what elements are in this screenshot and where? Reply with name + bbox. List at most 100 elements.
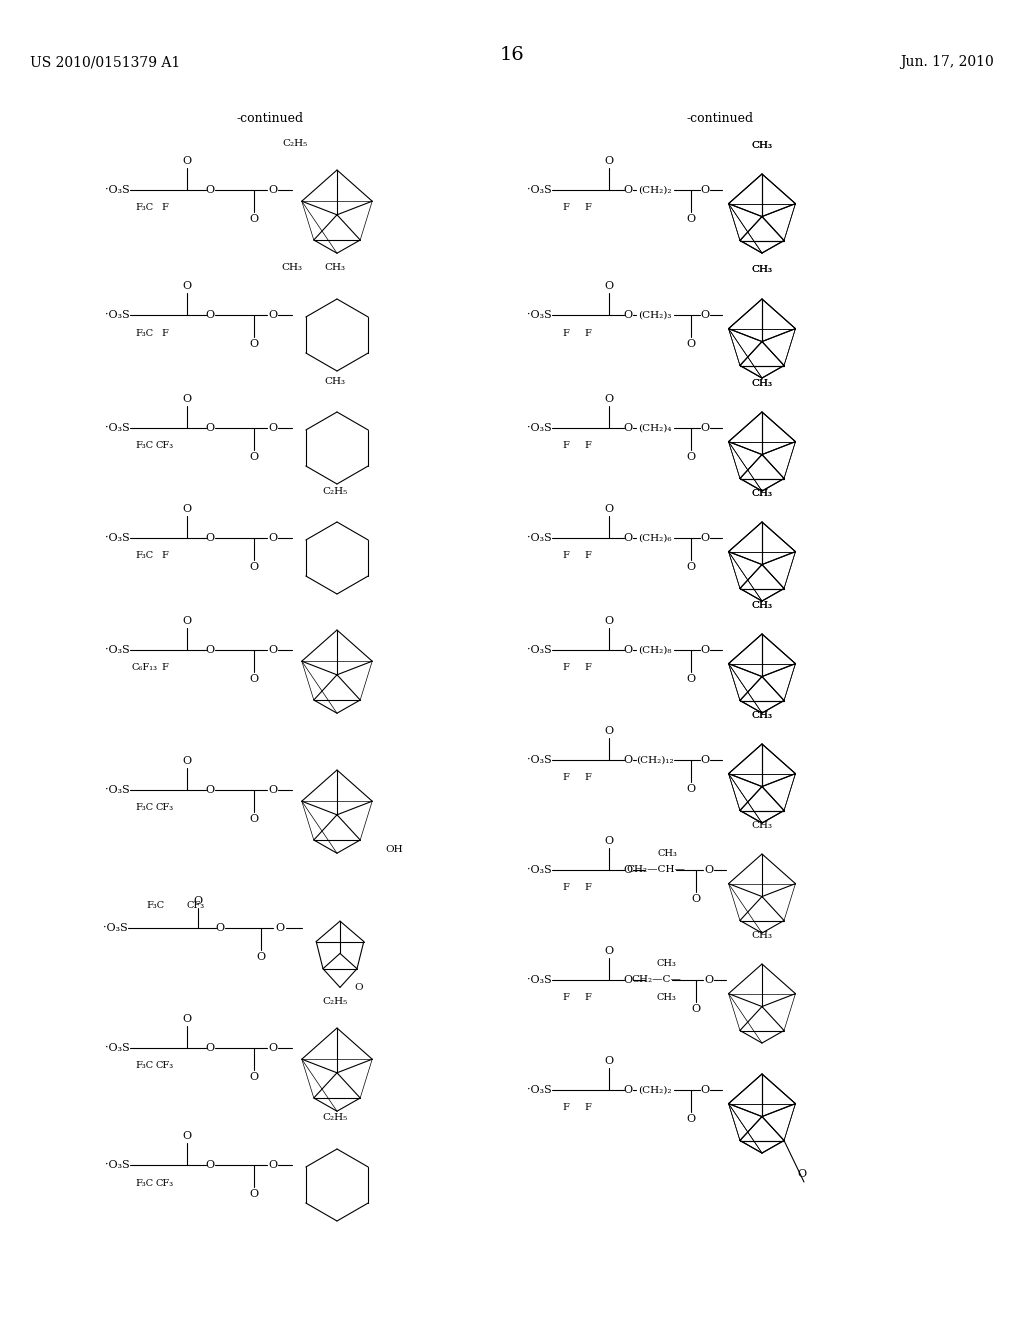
Text: O: O <box>268 645 278 655</box>
Text: CH₂—CH—: CH₂—CH— <box>627 866 685 874</box>
Text: CH₃: CH₃ <box>752 265 772 275</box>
Text: O: O <box>604 946 613 956</box>
Text: CH₃: CH₃ <box>752 488 772 498</box>
Text: ·O₃S: ·O₃S <box>105 310 130 319</box>
Text: O: O <box>700 533 710 543</box>
Text: O: O <box>686 214 695 224</box>
Text: C₂H₅: C₂H₅ <box>323 487 347 495</box>
Text: O: O <box>700 755 710 766</box>
Text: F₃C: F₃C <box>135 1061 153 1071</box>
Text: O: O <box>354 983 362 991</box>
Text: ·O₃S: ·O₃S <box>103 923 128 933</box>
Text: C₂H₅: C₂H₅ <box>283 139 307 148</box>
Text: CH₃: CH₃ <box>325 264 345 272</box>
Text: F: F <box>585 664 592 672</box>
Text: O: O <box>250 814 259 824</box>
Text: O: O <box>604 616 613 626</box>
Text: F: F <box>585 329 592 338</box>
Text: O: O <box>700 310 710 319</box>
Text: O: O <box>250 1189 259 1199</box>
Text: O: O <box>686 784 695 795</box>
Text: O: O <box>182 504 191 513</box>
Text: O: O <box>256 952 265 962</box>
Text: F₃C: F₃C <box>135 329 153 338</box>
Text: O: O <box>182 156 191 166</box>
Text: F: F <box>562 203 569 213</box>
Text: O: O <box>206 185 215 195</box>
Text: F₃C: F₃C <box>146 902 164 911</box>
Text: CH₃: CH₃ <box>752 140 772 149</box>
Text: O: O <box>250 1072 259 1082</box>
Text: F₃C: F₃C <box>135 552 153 561</box>
Text: CH₃: CH₃ <box>752 601 772 610</box>
Text: O: O <box>604 156 613 166</box>
Text: O: O <box>268 185 278 195</box>
Text: O: O <box>604 393 613 404</box>
Text: ·O₃S: ·O₃S <box>105 533 130 543</box>
Text: CH₃: CH₃ <box>752 265 772 275</box>
Text: OH: OH <box>385 846 402 854</box>
Text: O: O <box>705 975 714 985</box>
Text: -continued: -continued <box>686 111 754 124</box>
Text: O: O <box>624 1085 633 1096</box>
Text: F: F <box>585 994 592 1002</box>
Text: F: F <box>585 441 592 450</box>
Text: CF₃: CF₃ <box>187 902 205 911</box>
Text: O: O <box>604 281 613 290</box>
Text: (CH₂)₂: (CH₂)₂ <box>638 1085 672 1094</box>
Text: F₃C: F₃C <box>135 441 153 450</box>
Text: 16: 16 <box>500 46 524 63</box>
Text: CH₃: CH₃ <box>752 821 772 829</box>
Text: CH₃: CH₃ <box>752 931 772 940</box>
Text: O: O <box>206 533 215 543</box>
Text: F: F <box>585 774 592 783</box>
Text: O: O <box>604 504 613 513</box>
Text: O: O <box>250 214 259 224</box>
Text: C₂H₅: C₂H₅ <box>323 1114 347 1122</box>
Text: O: O <box>686 675 695 684</box>
Text: (CH₂)₂: (CH₂)₂ <box>638 186 672 194</box>
Text: F₃C: F₃C <box>135 804 153 813</box>
Text: CH₃: CH₃ <box>752 710 772 719</box>
Text: O: O <box>686 339 695 348</box>
Text: CH₂—C—: CH₂—C— <box>631 975 681 985</box>
Text: O: O <box>604 836 613 846</box>
Text: US 2010/0151379 A1: US 2010/0151379 A1 <box>30 55 180 69</box>
Text: (CH₂)₄: (CH₂)₄ <box>638 424 672 433</box>
Text: ·O₃S: ·O₃S <box>527 185 552 195</box>
Text: O: O <box>700 185 710 195</box>
Text: F: F <box>585 552 592 561</box>
Text: O: O <box>182 281 191 290</box>
Text: O: O <box>250 675 259 684</box>
Text: CH₃: CH₃ <box>752 488 772 498</box>
Text: F: F <box>562 441 569 450</box>
Text: CF₃: CF₃ <box>156 804 174 813</box>
Text: O: O <box>686 1114 695 1125</box>
Text: O: O <box>268 1043 278 1053</box>
Text: CH₃: CH₃ <box>752 601 772 610</box>
Text: F: F <box>585 203 592 213</box>
Text: O: O <box>182 1014 191 1024</box>
Text: CF₃: CF₃ <box>156 1179 174 1188</box>
Text: O: O <box>268 1160 278 1170</box>
Text: O: O <box>182 1131 191 1140</box>
Text: O: O <box>624 533 633 543</box>
Text: ·O₃S: ·O₃S <box>105 785 130 795</box>
Text: CH₃: CH₃ <box>752 379 772 388</box>
Text: CH₃: CH₃ <box>656 993 676 1002</box>
Text: O: O <box>194 896 203 906</box>
Text: F: F <box>562 883 569 892</box>
Text: O: O <box>206 1043 215 1053</box>
Text: (CH₂)₆: (CH₂)₆ <box>638 533 672 543</box>
Text: O: O <box>268 533 278 543</box>
Text: O: O <box>624 865 633 875</box>
Text: CH₃: CH₃ <box>752 379 772 388</box>
Text: O: O <box>705 865 714 875</box>
Text: C₆F₁₃: C₆F₁₃ <box>131 664 157 672</box>
Text: CH₃: CH₃ <box>657 849 677 858</box>
Text: O: O <box>206 785 215 795</box>
Text: F: F <box>162 552 168 561</box>
Text: O: O <box>624 185 633 195</box>
Text: F₃C: F₃C <box>135 1179 153 1188</box>
Text: Jun. 17, 2010: Jun. 17, 2010 <box>900 55 994 69</box>
